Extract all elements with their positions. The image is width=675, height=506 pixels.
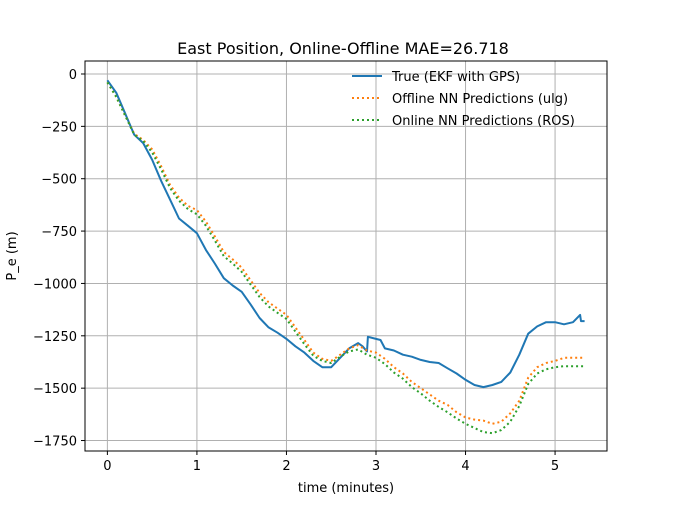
legend-label: Online NN Predictions (ROS)	[392, 114, 575, 129]
axis-ticks: 0 1 2 3 4 5 0 −250 −500 −750 −1000 −1250 −1500 −1750	[33, 68, 559, 474]
y-tick-label: −1500	[33, 382, 77, 397]
series-lines	[106, 79, 585, 435]
x-tick-label: 3	[372, 459, 380, 474]
y-tick-label: −1750	[33, 435, 77, 450]
x-axis-label: time (minutes)	[298, 481, 394, 496]
y-tick-label: −1250	[33, 330, 77, 345]
y-tick-label: −750	[41, 225, 77, 240]
x-tick-label: 1	[193, 459, 201, 474]
y-tick-label: −250	[41, 120, 77, 135]
legend-label: True (EKF with GPS)	[391, 70, 520, 85]
y-tick-label: −500	[41, 173, 77, 188]
plot-frame	[84, 60, 608, 452]
y-tick-label: 0	[69, 68, 77, 83]
grid	[85, 61, 607, 451]
series-line-1	[106, 79, 585, 389]
x-tick-label: 5	[551, 459, 559, 474]
series-line-2	[106, 81, 585, 425]
legend-label: Offline NN Predictions (ulg)	[392, 92, 568, 107]
y-tick-label: −1000	[33, 277, 77, 292]
y-axis-label: P_e (m)	[5, 231, 20, 280]
chart-title: East Position, Online-Offline MAE=26.718	[177, 39, 509, 58]
x-tick-label: 2	[282, 459, 290, 474]
x-tick-label: 4	[461, 459, 469, 474]
legend: True (EKF with GPS) Offline NN Prediction…	[352, 70, 575, 129]
x-tick-label: 0	[103, 459, 111, 474]
